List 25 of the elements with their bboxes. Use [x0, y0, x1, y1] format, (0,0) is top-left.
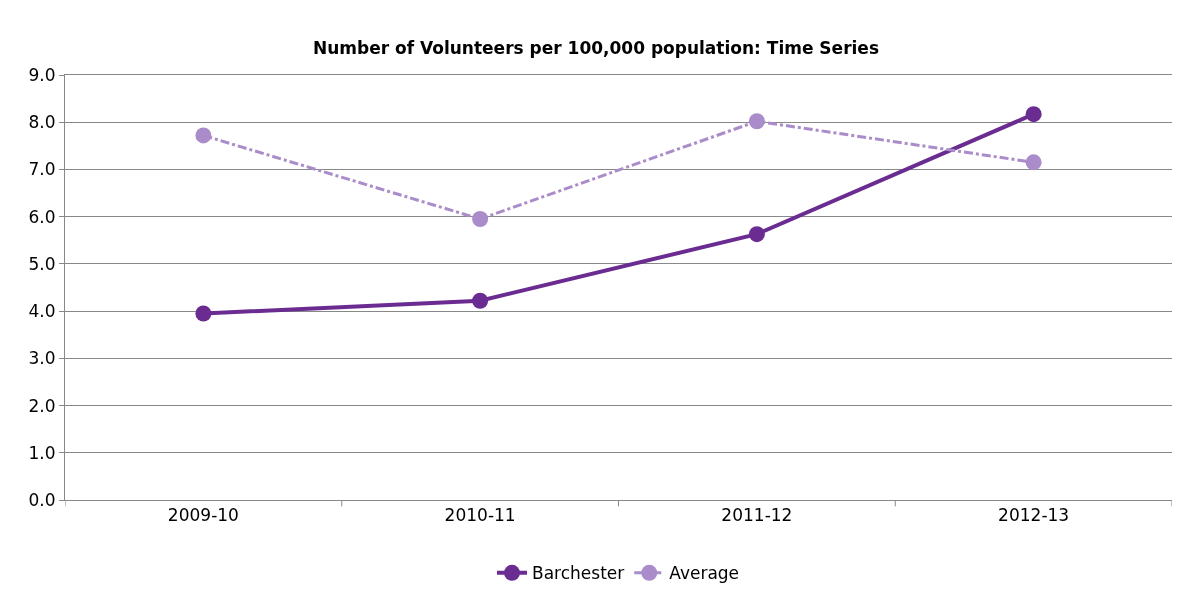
point	[195, 127, 212, 144]
point	[472, 211, 489, 228]
x-tick-label: 2009-10	[167, 505, 239, 526]
y-tick-label: 8.0	[28, 112, 56, 133]
y-tick-label: 7.0	[28, 159, 56, 180]
y-tick-label: 1.0	[28, 442, 56, 463]
x-tick-label: 2010-11	[444, 505, 516, 526]
point	[195, 305, 212, 322]
chart-title: Number of Volunteers per 100,000 population: Time Series	[312, 38, 880, 59]
point	[1025, 154, 1042, 171]
y-tick-label: 4.0	[28, 301, 56, 322]
x-tick-label: 2012-13	[998, 505, 1070, 526]
point	[748, 226, 765, 243]
point	[748, 113, 765, 130]
y-tick-label: 9.0	[28, 64, 56, 85]
point	[1025, 106, 1042, 123]
y-tick-label: 0.0	[28, 489, 56, 510]
legend-label: Average	[669, 563, 740, 584]
y-tick-label: 6.0	[28, 206, 56, 227]
y-tick-label: 3.0	[28, 348, 56, 369]
point	[472, 292, 489, 309]
y-tick-label: 5.0	[28, 253, 56, 274]
y-tick-label: 2.0	[28, 395, 56, 416]
legend-label: Barchester	[532, 563, 625, 584]
x-tick-label: 2011-12	[721, 505, 793, 526]
